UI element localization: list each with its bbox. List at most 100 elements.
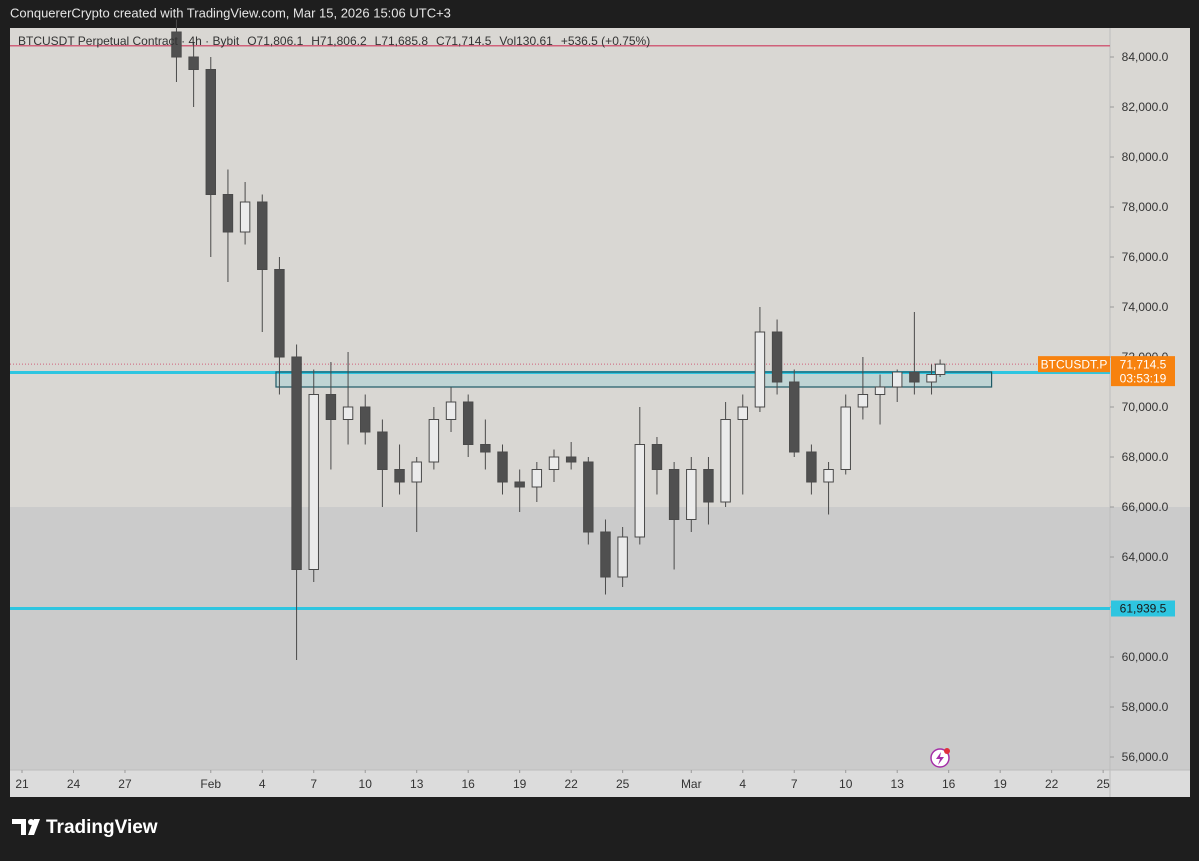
y-tick-label: 68,000.0 (1122, 450, 1169, 464)
candle-body (325, 394, 337, 420)
candle-body (394, 469, 405, 483)
legend-item: H71,806.2 (311, 34, 367, 48)
candle-body (934, 363, 946, 376)
candle-body (857, 394, 869, 408)
candle-body (308, 394, 319, 570)
candle-body (668, 469, 680, 520)
legend-item: O71,806.1 (247, 34, 303, 48)
y-tick-label: 78,000.0 (1122, 200, 1169, 214)
candle-body (205, 69, 216, 195)
countdown: 03:53:19 (1120, 371, 1167, 385)
y-tick-label: 82,000.0 (1122, 100, 1169, 114)
y-tick-label: 56,000.0 (1122, 750, 1169, 764)
y-tick-label: 70,000.0 (1122, 400, 1169, 414)
y-tick-label: 84,000.0 (1122, 50, 1169, 64)
x-tick-label: 7 (791, 777, 798, 791)
logo: TradingView (12, 817, 158, 838)
level-tag (1111, 600, 1175, 617)
candle-body (909, 371, 920, 383)
candle-body (600, 531, 611, 578)
candle-body (703, 469, 714, 503)
x-tick-label: 25 (1096, 777, 1110, 791)
x-tick-label: 4 (739, 777, 746, 791)
x-tick-label: 19 (993, 777, 1007, 791)
candle-body (891, 371, 903, 388)
candle-body (548, 456, 560, 470)
candle-body (686, 469, 697, 520)
alert-icon-dot (944, 748, 950, 754)
y-tick-label: 76,000.0 (1122, 250, 1169, 264)
x-tick-label: 19 (513, 777, 527, 791)
time-axis-background (10, 770, 1190, 797)
x-tick-label: 27 (118, 777, 132, 791)
candle-body (462, 401, 474, 445)
x-tick-label: 24 (67, 777, 81, 791)
x-tick-label: 7 (310, 777, 317, 791)
x-tick-label: 21 (15, 777, 29, 791)
candle-body (771, 331, 783, 383)
level-tag-label: 61,939.5 (1120, 602, 1167, 616)
x-tick-label: 16 (942, 777, 956, 791)
symbol-tag-label: BTCUSDT.P (1041, 357, 1108, 371)
candle-body (445, 401, 457, 420)
candle-body (497, 451, 508, 483)
candle-body (480, 444, 491, 453)
candle-body (531, 469, 543, 488)
candle-body (720, 419, 731, 503)
candle-body (926, 374, 937, 383)
alert-icon-bolt (936, 752, 944, 765)
x-tick-label: 22 (564, 777, 578, 791)
candle-body (514, 481, 525, 488)
plot-area: 56,000.058,000.060,000.062,000.064,000.0… (10, 19, 1190, 797)
candle-body (239, 201, 251, 233)
candle-body (789, 381, 800, 453)
candle-body (291, 356, 302, 570)
y-tick-label: 74,000.0 (1122, 300, 1169, 314)
candle-body (411, 461, 422, 483)
candle-body (583, 461, 594, 533)
candle-body (874, 386, 886, 395)
x-tick-label: 13 (891, 777, 905, 791)
y-tick-label: 58,000.0 (1122, 700, 1169, 714)
price-tag-label: 71,714.5 (1120, 357, 1167, 371)
x-tick-label: 13 (410, 777, 424, 791)
candle-body (377, 431, 388, 470)
x-tick-label: 25 (616, 777, 630, 791)
legend-item: C71,714.5 (436, 34, 492, 48)
x-tick-label: Feb (200, 777, 221, 791)
legend-title: BTCUSDT Perpetual Contract · 4h · Bybit (18, 34, 240, 48)
y-tick-label: 64,000.0 (1122, 550, 1169, 564)
x-tick-label: 16 (462, 777, 476, 791)
candle-body (360, 406, 371, 433)
shaded-region (10, 507, 1190, 770)
y-tick-label: 66,000.0 (1122, 500, 1169, 514)
header: ConquererCrypto created with TradingView… (10, 5, 451, 20)
candle-body (823, 469, 834, 483)
candle-body (754, 331, 766, 408)
candle-body (737, 406, 748, 420)
candle-body (565, 456, 577, 463)
x-tick-label: 10 (839, 777, 853, 791)
x-tick-label: Mar (681, 777, 702, 791)
candle-body (651, 444, 663, 470)
legend-item: L71,685.8 (375, 34, 429, 48)
candle-body (428, 419, 440, 463)
symbol-tag (1038, 356, 1110, 373)
y-tick-label: 60,000.0 (1122, 650, 1169, 664)
x-tick-label: 10 (359, 777, 373, 791)
candle-body (634, 444, 646, 538)
zone (275, 371, 993, 388)
logo-text: TradingView (46, 817, 158, 838)
legend-item: +536.5 (+0.75%) (561, 34, 650, 48)
candle-body (840, 406, 851, 470)
candle-body (171, 31, 182, 58)
candle-body (222, 194, 234, 233)
candle-body (274, 269, 285, 358)
candle-body (342, 406, 354, 420)
chart-title: BTCUSDT Perpetual Contract · 4h · Bybit O… (18, 34, 650, 48)
y-tick-label: 80,000.0 (1122, 150, 1169, 164)
candle-body (188, 56, 199, 70)
candle-body (617, 536, 628, 578)
